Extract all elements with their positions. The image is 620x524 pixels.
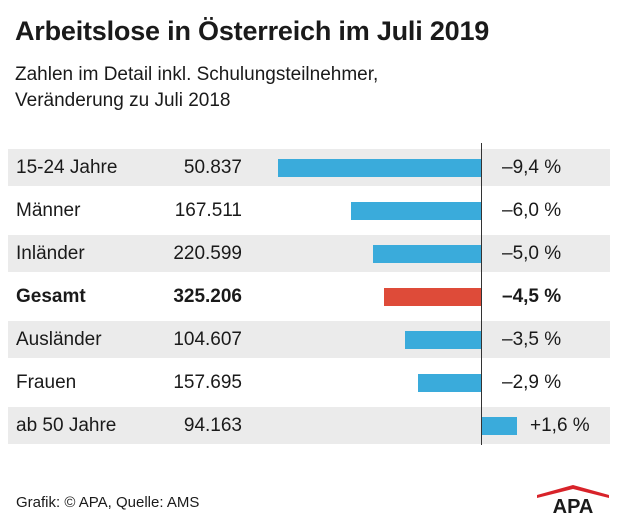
chart-title: Arbeitslose in Österreich im Juli 2019 [15, 16, 490, 46]
count-value: 94.163 [183, 415, 242, 436]
change-value-label: –9,4 % [502, 157, 562, 178]
count-value: 50.837 [183, 157, 242, 178]
category-label: Frauen [16, 372, 77, 393]
apa-logo: APA [537, 485, 609, 514]
subtitle-line-1: Zahlen im Detail inkl. Schulungsteilnehm… [15, 64, 379, 85]
zero-axis-line [481, 143, 482, 445]
count-value: 157.695 [173, 372, 242, 393]
category-label: Ausländer [16, 329, 102, 350]
count-value: 167.511 [174, 200, 242, 221]
change-value-label: –4,5 % [502, 286, 562, 307]
table-row [8, 235, 610, 272]
chart-subtitle: Zahlen im Detail inkl. Schulungsteilnehm… [15, 62, 378, 114]
category-label: Männer [16, 200, 81, 221]
change-value-label: +1,6 % [530, 415, 590, 436]
bar [418, 374, 481, 392]
logo-text: APA [553, 496, 594, 514]
table-row [8, 321, 610, 358]
category-label: ab 50 Jahre [16, 415, 117, 436]
bar [373, 245, 481, 263]
category-label: 15-24 Jahre [16, 157, 118, 178]
bar [383, 288, 481, 306]
source-credit: Grafik: © APA, Quelle: AMS [16, 494, 200, 511]
change-value-label: –6,0 % [502, 200, 562, 221]
count-value: 325.206 [173, 286, 242, 307]
category-label: Gesamt [16, 286, 86, 307]
category-label: Inländer [16, 243, 85, 264]
bar [351, 202, 481, 220]
bar [482, 417, 517, 435]
change-value-label: –3,5 % [502, 329, 562, 350]
change-value-label: –2,9 % [502, 372, 562, 393]
logo-roof-shape [537, 485, 609, 498]
count-value: 104.607 [173, 329, 242, 350]
bar [405, 331, 481, 349]
change-value-label: –5,0 % [502, 243, 562, 264]
count-value: 220.599 [173, 243, 242, 264]
bar [278, 159, 481, 177]
subtitle-line-2: Veränderung zu Juli 2018 [15, 90, 231, 111]
